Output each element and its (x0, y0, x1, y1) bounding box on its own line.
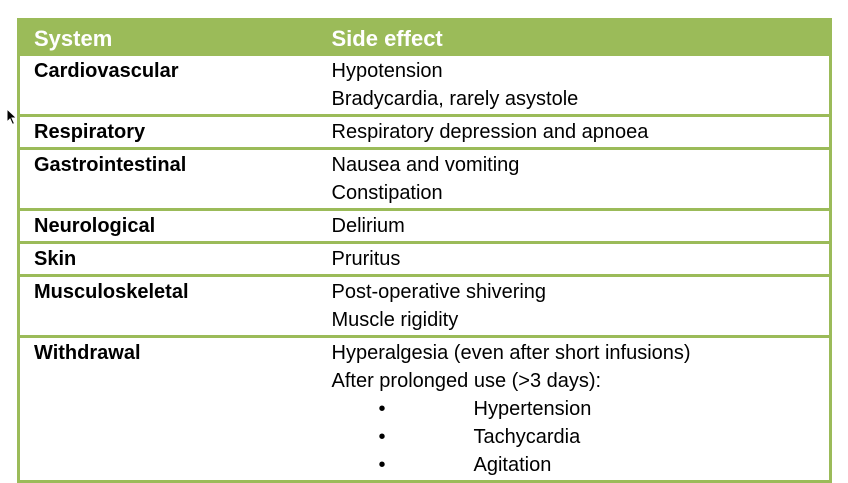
bullet-item: • Agitation (332, 451, 830, 479)
bullet-text: Tachycardia (473, 426, 581, 448)
table-row-withdrawal: Withdrawal Hyperalgesia (even after shor… (18, 335, 831, 482)
bullet-glyph: • (378, 454, 386, 476)
effect-line: Muscle rigidity (331, 309, 459, 331)
effect-line: After prolonged use (>3 days): (331, 370, 602, 392)
header-row: System Side effect (18, 19, 831, 56)
header-side-effect: Side effect (317, 19, 831, 56)
bullet-text: Hypertension (473, 398, 592, 420)
effect-cell: Delirium (317, 208, 831, 243)
table-row-cardiovascular: Cardiovascular Hypotension Bradycardia, … (19, 56, 831, 116)
effect-cell: Respiratory depression and apnoea (317, 114, 831, 149)
effect-cell: Pruritus (317, 241, 831, 276)
side-effects-table: System Side effect Cardiovascular Hypote… (17, 18, 832, 483)
effect-cell: Nausea and vomiting Constipation (317, 147, 831, 210)
effect-line: Respiratory depression and apnoea (331, 121, 649, 143)
bullet-item: • Tachycardia (332, 423, 830, 451)
system-cell: Withdrawal (18, 335, 318, 482)
effect-cell: Hyperalgesia (even after short infusions… (317, 335, 831, 482)
bullet-glyph: • (378, 398, 386, 420)
table-row-skin: Skin Pruritus (18, 241, 831, 276)
system-cell: Respiratory (18, 114, 318, 149)
bullet-glyph: • (378, 426, 386, 448)
effect-line: Hyperalgesia (even after short infusions… (331, 342, 691, 364)
header-system: System (18, 19, 318, 56)
effect-line: Nausea and vomiting (331, 154, 520, 176)
bullet-text: Agitation (473, 454, 552, 476)
table-row-musculoskeletal: Musculoskeletal Post-operative shivering… (18, 274, 831, 337)
system-cell: Neurological (18, 208, 318, 243)
table-row-respiratory: Respiratory Respiratory depression and a… (18, 114, 831, 149)
effect-line: Post-operative shivering (331, 281, 547, 303)
mouse-pointer-icon (6, 108, 18, 126)
system-cell: Cardiovascular (34, 60, 179, 82)
effect-line: Hypotension (331, 60, 443, 82)
bullet-item: • Hypertension (332, 395, 830, 423)
table-row-neurological: Neurological Delirium (18, 208, 831, 243)
effect-line: Delirium (331, 215, 405, 237)
system-cell: Musculoskeletal (18, 274, 318, 337)
effect-cell: Post-operative shivering Muscle rigidity (317, 274, 831, 337)
system-cell: Skin (18, 241, 318, 276)
system-cell: Gastrointestinal (18, 147, 318, 210)
effect-cell: Hypotension Bradycardia, rarely asystole (318, 56, 831, 116)
effect-line: Pruritus (331, 248, 401, 270)
table-row-gastrointestinal: Gastrointestinal Nausea and vomiting Con… (18, 147, 831, 210)
effect-line: Bradycardia, rarely asystole (331, 88, 579, 110)
effect-line: Constipation (331, 182, 443, 204)
